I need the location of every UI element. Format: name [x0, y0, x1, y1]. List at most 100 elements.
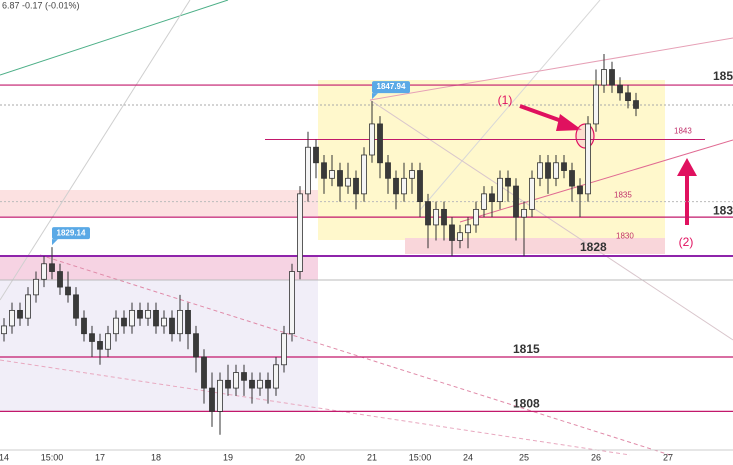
x-tick-label: 18: [151, 452, 161, 462]
candle-body: [281, 333, 287, 366]
candle-body: [65, 286, 71, 296]
callout-label: 1829.14: [57, 228, 86, 237]
candle-body: [25, 294, 31, 319]
candle-body: [249, 379, 255, 389]
price-callout: [372, 81, 410, 94]
candle-body: [569, 170, 575, 187]
candle-body: [137, 309, 143, 319]
supply-zone: [0, 190, 318, 216]
callout-label: 1847.94: [377, 82, 406, 91]
candle-body: [289, 271, 295, 335]
candle-body: [609, 69, 615, 86]
level-label: 1850: [713, 69, 733, 83]
candle-body: [225, 379, 231, 389]
candle-body: [17, 309, 23, 319]
candle-body: [193, 333, 199, 358]
candle-body: [129, 309, 135, 327]
x-tick-label: 25: [519, 452, 529, 462]
annotation: (1): [498, 93, 513, 107]
candle-body: [265, 379, 271, 389]
candle-body: [545, 162, 551, 179]
candle-body: [209, 387, 215, 412]
candle-body: [521, 208, 527, 218]
x-tick-label: 15:00: [409, 452, 432, 462]
trend-line: [0, 0, 191, 301]
candle-body: [441, 208, 447, 226]
channel-line: [369, 37, 733, 101]
level-label: 1808: [513, 397, 540, 411]
x-tick-label: 14: [0, 452, 9, 462]
candle-body: [57, 271, 63, 288]
candle-body: [81, 317, 87, 335]
candle-body: [153, 309, 159, 327]
trend-line: [369, 99, 733, 341]
candle-body: [273, 364, 279, 389]
x-tick-label: 27: [663, 452, 673, 462]
candle-body: [161, 317, 167, 327]
candle-body: [449, 224, 455, 241]
candle-body: [561, 162, 567, 171]
candle-body: [489, 193, 495, 203]
candle-body: [425, 201, 431, 226]
candle-body: [625, 92, 631, 102]
candle-body: [113, 317, 119, 335]
candle-body: [457, 232, 463, 241]
candle-body: [105, 333, 111, 350]
candle-body: [385, 162, 391, 179]
arrow-head: [556, 114, 582, 131]
trend-line: [0, 359, 631, 456]
candle-body: [401, 177, 407, 195]
x-tick-label: 26: [591, 452, 601, 462]
candle-body: [9, 309, 15, 327]
x-tick-label: 15:00: [41, 452, 64, 462]
candle-body: [577, 185, 583, 195]
candle-body: [329, 170, 335, 179]
candle-body: [393, 177, 399, 195]
candle-body: [337, 170, 343, 187]
candle-body: [41, 263, 47, 280]
candle-body: [585, 123, 591, 195]
candle-body: [633, 100, 639, 109]
trend-line: [39, 254, 671, 456]
trend-line: [0, 0, 229, 76]
arrow-head: [677, 158, 697, 176]
candle-body: [361, 154, 367, 195]
candle-body: [473, 208, 479, 226]
highlight-circle: [575, 123, 595, 149]
candle-body: [345, 177, 351, 187]
price-callout: [52, 227, 90, 240]
candle-body: [601, 69, 607, 86]
price-info: 6.87 -0.17 (-0.01%): [2, 0, 80, 10]
candle-body: [465, 224, 471, 234]
level-label: 1815: [513, 342, 540, 356]
candle-body: [97, 341, 103, 350]
candle-body: [233, 372, 239, 389]
candle-body: [481, 193, 487, 210]
candle-body: [177, 309, 183, 335]
candle-body: [89, 333, 95, 342]
candle-body: [185, 309, 191, 335]
level-label: 1835: [614, 191, 632, 200]
level-label: 1828: [580, 240, 607, 254]
candle-body: [201, 356, 207, 389]
candle-body: [529, 177, 535, 210]
candle-body: [353, 177, 359, 195]
candle-body: [169, 317, 175, 335]
candle-body: [553, 162, 559, 179]
x-tick-label: 19: [223, 452, 233, 462]
demand-zone: [0, 255, 318, 280]
candle-body: [409, 170, 415, 179]
candle-body: [1, 325, 7, 335]
channel-line: [459, 139, 733, 223]
candle-body: [537, 162, 543, 179]
level-label: 1830: [616, 232, 634, 241]
x-tick-label: 21: [367, 452, 377, 462]
annotation: (2): [679, 235, 694, 249]
candle-body: [497, 177, 503, 203]
candle-body: [297, 193, 303, 272]
candle-body: [305, 146, 311, 195]
level-label: 1833: [713, 203, 733, 217]
candle-body: [49, 263, 55, 272]
candle-body: [505, 177, 511, 187]
